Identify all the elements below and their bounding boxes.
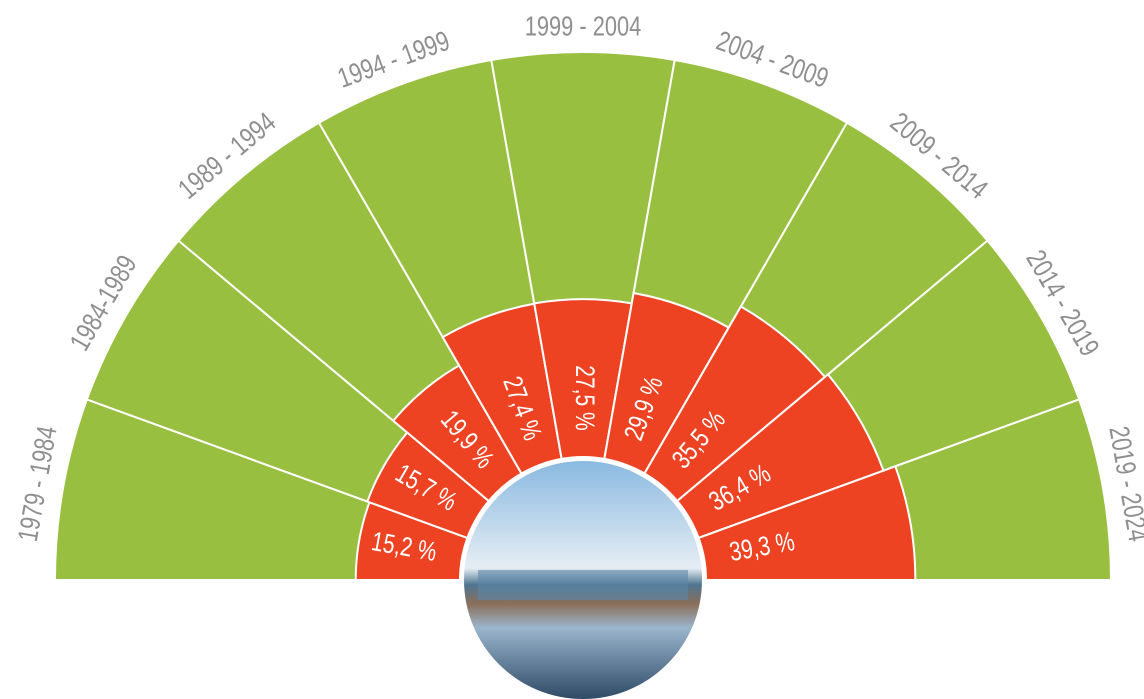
category-label: 1979 - 1984: [12, 424, 63, 544]
building: [478, 570, 688, 600]
category-label: 1999 - 2004: [525, 11, 642, 42]
value-label: 27,5 %: [569, 365, 599, 431]
